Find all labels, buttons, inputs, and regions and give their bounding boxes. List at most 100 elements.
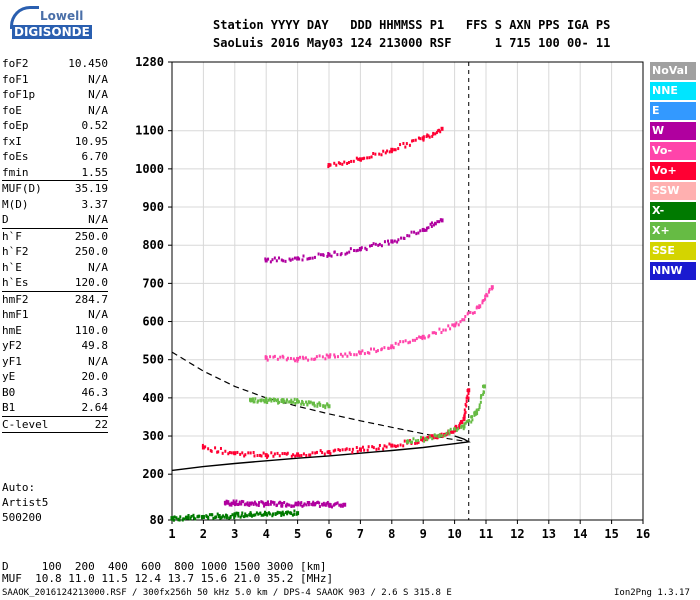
echo-point [424, 436, 427, 440]
echo-point [414, 138, 417, 142]
trace-point [264, 398, 268, 403]
echo-point [257, 512, 260, 516]
echo-point [431, 331, 434, 335]
echo-point [444, 433, 447, 437]
echo-point [314, 451, 317, 455]
param-row: C-level 22 [2, 417, 108, 433]
trace-point [296, 356, 300, 361]
echo-point [269, 502, 272, 506]
echo-point [415, 232, 418, 236]
trace-point [462, 416, 466, 421]
trace-point [249, 397, 252, 402]
echo-point [319, 403, 322, 407]
echo-point [348, 250, 351, 254]
echo-point [324, 406, 327, 410]
echo-point [302, 402, 305, 406]
echo-point [309, 256, 312, 260]
trace-point [358, 350, 362, 355]
trace-point [390, 443, 394, 448]
echo-point [465, 404, 468, 408]
echo-point [272, 355, 275, 359]
echo-point [249, 511, 252, 515]
echo-point [321, 355, 324, 359]
echo-point [340, 503, 343, 507]
echo-point [284, 259, 287, 263]
echo-point [387, 242, 390, 246]
echo-point [283, 399, 286, 403]
echo-point [226, 514, 229, 518]
y-tick-label: 200 [142, 467, 164, 481]
echo-point [463, 412, 466, 416]
echo-point [346, 161, 349, 165]
echo-point [253, 500, 256, 504]
echo-point [227, 501, 230, 505]
echo-point [233, 516, 236, 520]
echo-point [355, 446, 358, 450]
echo-point [312, 500, 315, 504]
echo-point [272, 397, 275, 401]
param-separator [2, 415, 108, 417]
param-value: 35.19 [74, 182, 108, 195]
echo-point [416, 441, 419, 445]
echo-point [403, 236, 406, 240]
echo-point [427, 226, 430, 230]
echo-point [242, 500, 245, 504]
echo-point [434, 436, 437, 440]
trace-point [186, 515, 190, 520]
echo-point [286, 356, 289, 360]
echo-point [208, 513, 211, 517]
echo-point [467, 311, 470, 315]
echo-point [408, 143, 411, 147]
echo-point [455, 428, 458, 432]
echo-point [237, 511, 240, 515]
echo-point [440, 331, 443, 335]
echo-point [482, 392, 485, 396]
echo-point [268, 512, 271, 516]
x-tick-label: 12 [510, 527, 524, 541]
echo-point [385, 445, 388, 449]
header-line1: Station YYYY DAY DDD HHMMSS P1 FFS S AXN… [213, 18, 611, 32]
echo-point [392, 346, 395, 350]
echo-point [467, 419, 470, 423]
y-tick-label: 600 [142, 315, 164, 329]
echo-point [235, 499, 238, 503]
param-name: hmE [2, 323, 22, 337]
echo-point [454, 424, 457, 428]
echo-point [321, 503, 324, 507]
echo-point [332, 449, 335, 453]
param-value: N/A [88, 72, 108, 86]
echo-point [404, 339, 407, 343]
echo-point [214, 446, 217, 450]
echo-point [247, 451, 250, 455]
echo-point [396, 444, 399, 448]
trace-point [201, 445, 205, 450]
param-name: h`F2 [2, 245, 29, 258]
echo-point [255, 503, 258, 507]
echo-point [223, 515, 226, 519]
echo-point [443, 434, 446, 438]
echo-point [280, 258, 283, 262]
echo-point [341, 448, 344, 452]
echo-point [427, 134, 430, 138]
echo-point [303, 502, 306, 506]
echo-point [276, 510, 279, 514]
echo-point [473, 413, 476, 417]
trace-point [358, 447, 362, 452]
echo-point [282, 398, 285, 402]
param-name: B1 [2, 401, 16, 414]
echo-point [322, 501, 325, 505]
echo-point [428, 435, 431, 439]
legend-item: W [650, 122, 696, 140]
param-name: h`Es [2, 276, 29, 289]
echo-point [371, 445, 374, 449]
echo-point [274, 398, 277, 402]
legend-item: E [650, 102, 696, 120]
echo-point [290, 505, 293, 509]
echo-point [429, 222, 432, 226]
echo-point [308, 501, 311, 505]
echo-point [300, 454, 303, 458]
echo-point [241, 451, 244, 455]
echo-point [319, 449, 322, 453]
echo-point [427, 435, 430, 439]
legend-item: SSE [650, 242, 696, 260]
